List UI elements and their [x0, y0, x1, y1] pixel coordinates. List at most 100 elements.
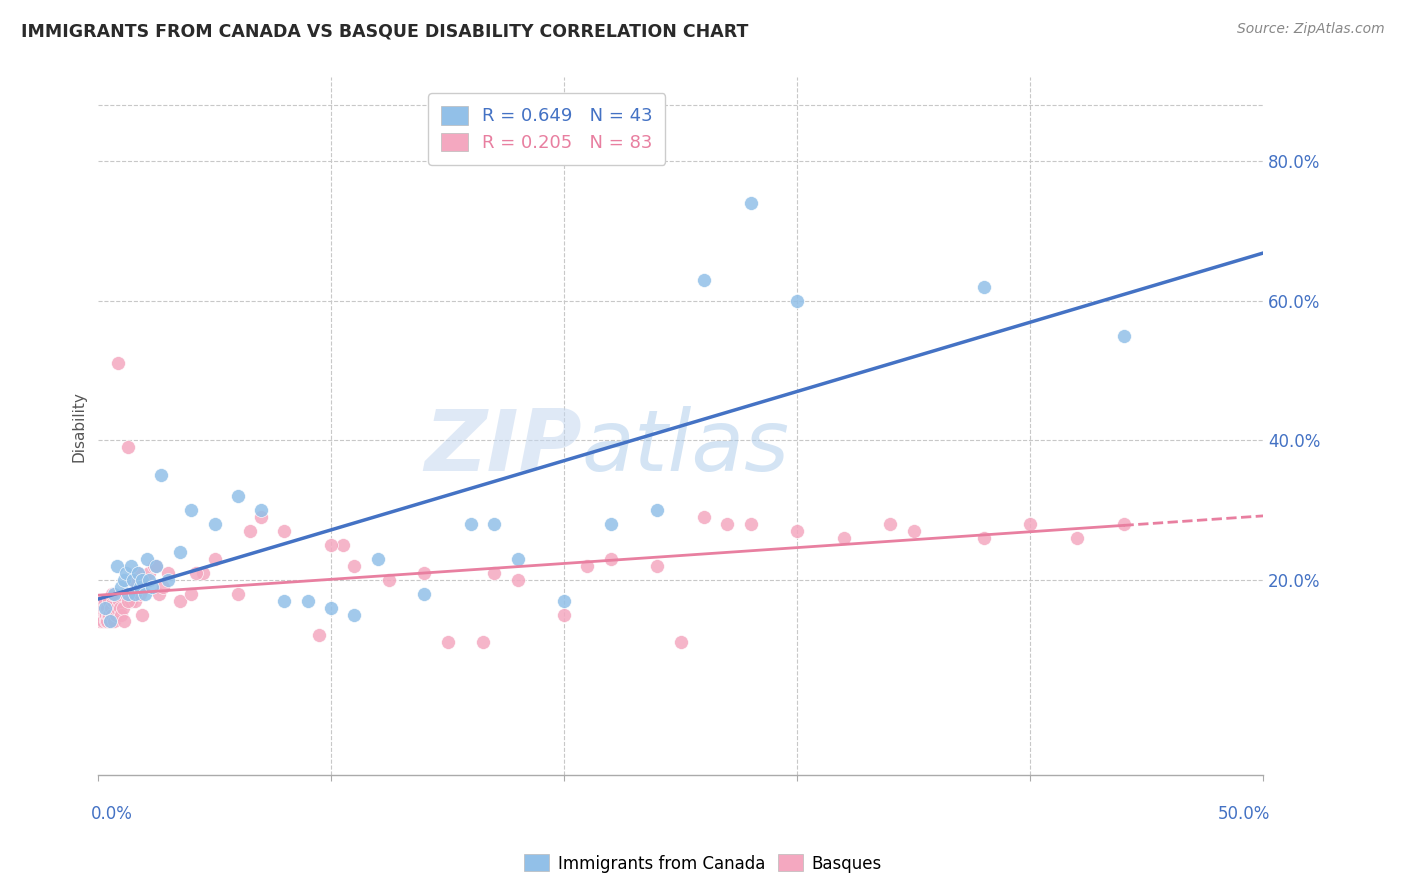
Point: [120, 558, 142, 573]
Point: [1066, 531, 1088, 545]
Point: [319, 600, 342, 615]
Point: [226, 489, 249, 503]
Point: [484, 566, 506, 580]
Point: [96, 600, 118, 615]
Point: [576, 558, 599, 573]
Point: [117, 440, 139, 454]
Point: [332, 538, 354, 552]
Point: [599, 516, 621, 531]
Point: [250, 503, 273, 517]
Point: [107, 356, 129, 370]
Point: [97, 593, 120, 607]
Point: [91, 593, 114, 607]
Point: [94, 600, 117, 615]
Point: [832, 531, 855, 545]
Point: [93, 600, 115, 615]
Point: [131, 607, 153, 622]
Point: [149, 468, 172, 483]
Point: [112, 615, 135, 629]
Point: [343, 558, 366, 573]
Point: [111, 600, 134, 615]
Text: ZIP: ZIP: [425, 406, 582, 489]
Point: [100, 600, 122, 615]
Point: [378, 573, 401, 587]
Point: [101, 607, 124, 622]
Point: [471, 635, 494, 649]
Point: [180, 503, 202, 517]
Point: [105, 600, 128, 615]
Point: [191, 566, 214, 580]
Point: [484, 516, 506, 531]
Point: [669, 635, 692, 649]
Point: [117, 593, 139, 607]
Point: [108, 593, 131, 607]
Point: [204, 516, 226, 531]
Point: [169, 593, 191, 607]
Text: IMMIGRANTS FROM CANADA VS BASQUE DISABILITY CORRELATION CHART: IMMIGRANTS FROM CANADA VS BASQUE DISABIL…: [21, 22, 748, 40]
Point: [647, 558, 669, 573]
Y-axis label: Disability: Disability: [72, 391, 86, 462]
Point: [94, 615, 117, 629]
Point: [273, 524, 295, 538]
Legend: Immigrants from Canada, Basques: Immigrants from Canada, Basques: [517, 847, 889, 880]
Legend: R = 0.649   N = 43, R = 0.205   N = 83: R = 0.649 N = 43, R = 0.205 N = 83: [427, 94, 665, 165]
Point: [90, 600, 112, 615]
Point: [506, 551, 529, 566]
Point: [152, 580, 174, 594]
Point: [134, 586, 156, 600]
Point: [91, 607, 114, 622]
Text: 50.0%: 50.0%: [1218, 805, 1270, 823]
Point: [740, 516, 762, 531]
Point: [141, 580, 163, 594]
Point: [97, 607, 120, 622]
Point: [156, 573, 179, 587]
Point: [136, 551, 159, 566]
Point: [647, 503, 669, 517]
Point: [89, 615, 111, 629]
Point: [319, 538, 342, 552]
Point: [105, 558, 128, 573]
Point: [103, 586, 125, 600]
Point: [98, 607, 121, 622]
Point: [297, 593, 319, 607]
Point: [148, 586, 170, 600]
Point: [90, 607, 112, 622]
Point: [110, 607, 132, 622]
Point: [169, 545, 191, 559]
Point: [786, 293, 808, 308]
Point: [436, 635, 458, 649]
Point: [1112, 328, 1135, 343]
Point: [740, 196, 762, 211]
Point: [250, 509, 273, 524]
Point: [973, 279, 995, 293]
Point: [117, 586, 139, 600]
Point: [367, 551, 389, 566]
Point: [138, 573, 160, 587]
Point: [599, 551, 621, 566]
Point: [115, 566, 138, 580]
Point: [506, 573, 529, 587]
Point: [129, 580, 152, 594]
Point: [112, 573, 135, 587]
Point: [108, 600, 131, 615]
Point: [110, 580, 132, 594]
Point: [879, 516, 901, 531]
Point: [91, 615, 114, 629]
Point: [94, 593, 117, 607]
Point: [553, 593, 575, 607]
Point: [89, 607, 111, 622]
Point: [131, 573, 153, 587]
Point: [184, 566, 207, 580]
Point: [716, 516, 738, 531]
Point: [129, 586, 152, 600]
Point: [96, 615, 118, 629]
Point: [973, 531, 995, 545]
Point: [156, 566, 179, 580]
Point: [903, 524, 925, 538]
Point: [343, 607, 366, 622]
Point: [115, 586, 138, 600]
Point: [122, 573, 145, 587]
Point: [89, 600, 111, 615]
Point: [1112, 516, 1135, 531]
Point: [693, 509, 716, 524]
